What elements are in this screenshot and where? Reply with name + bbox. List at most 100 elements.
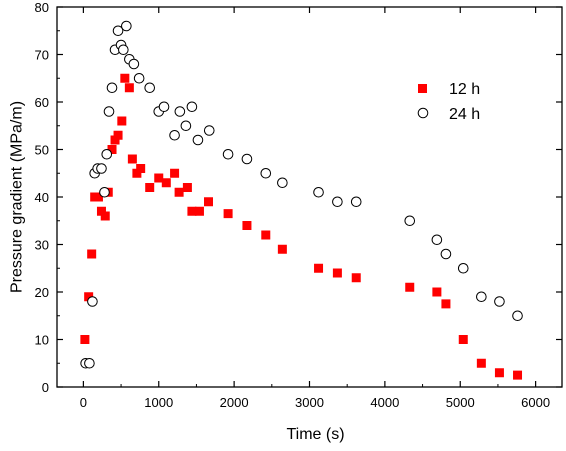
data-point-square: [100, 211, 110, 221]
data-point-square: [136, 164, 146, 173]
x-tick-label: 3000: [295, 395, 324, 410]
y-tick-label: 20: [35, 285, 49, 300]
data-point-circle: [103, 106, 115, 117]
data-series-layer: [80, 20, 523, 380]
legend-label-12h: 12 h: [449, 81, 480, 98]
y-axis-title: Pressure gradient (MPa/m): [9, 101, 26, 293]
data-point-square: [174, 187, 184, 197]
data-point-square: [314, 263, 324, 273]
data-point-circle: [158, 101, 170, 113]
data-point-square: [84, 292, 94, 302]
data-point-circle: [241, 153, 253, 165]
data-point-square: [458, 335, 468, 344]
data-point-circle: [144, 82, 156, 94]
data-point-square: [161, 178, 171, 188]
data-point-circle: [494, 296, 505, 307]
data-point-circle: [457, 262, 469, 274]
x-tick-label: 4000: [370, 395, 399, 410]
data-point-square: [513, 370, 523, 380]
data-point-circle: [332, 196, 343, 208]
series-12h: [80, 73, 523, 380]
y-tick-label: 40: [35, 190, 49, 205]
x-tick-label: 0: [80, 395, 87, 410]
data-point-circle: [260, 167, 272, 179]
data-point-square: [110, 135, 120, 145]
data-point-circle: [118, 44, 129, 56]
data-point-circle: [512, 310, 523, 322]
y-tick-label: 10: [35, 333, 49, 348]
data-point-circle: [431, 234, 443, 246]
data-point-circle: [222, 148, 234, 160]
data-point-square: [223, 209, 233, 219]
legend: 12 h 24 h: [417, 81, 480, 123]
data-point-circle: [476, 291, 487, 303]
data-point-square: [277, 244, 287, 254]
data-point-circle: [99, 186, 110, 198]
data-point-circle: [121, 20, 132, 32]
data-point-circle: [96, 163, 107, 174]
data-point-circle: [128, 58, 140, 70]
data-point-circle: [133, 72, 145, 84]
data-point-square: [96, 206, 106, 216]
data-point-square: [194, 206, 204, 216]
data-point-circle: [84, 357, 95, 369]
data-point-square: [120, 73, 130, 83]
data-point-circle: [186, 101, 198, 113]
x-axis-title: Time (s): [286, 426, 344, 443]
data-point-circle: [87, 296, 98, 307]
data-point-square: [80, 335, 90, 344]
legend-marker-24h: [417, 107, 429, 119]
x-axis-ticks: 0 1000 2000 3000 4000 5000 6000: [80, 7, 550, 410]
legend-marker-12h: [418, 84, 427, 93]
y-tick-label: 0: [42, 380, 49, 395]
x-tick-label: 2000: [220, 395, 249, 410]
y-tick-label: 70: [35, 48, 49, 63]
data-point-circle: [440, 248, 452, 260]
x-tick-label: 1000: [144, 395, 173, 410]
data-point-circle: [404, 215, 416, 227]
data-point-square: [432, 287, 442, 297]
data-point-circle: [277, 177, 288, 189]
data-point-square: [476, 358, 486, 368]
y-tick-label: 30: [35, 238, 49, 253]
data-point-square: [87, 249, 97, 259]
data-point-square: [170, 168, 180, 178]
y-tick-label: 50: [35, 143, 49, 158]
x-tick-label: 6000: [521, 395, 550, 410]
data-point-square: [154, 173, 164, 183]
data-point-square: [113, 130, 123, 140]
data-point-square: [441, 299, 451, 309]
data-point-circle: [169, 129, 180, 141]
data-point-square: [127, 154, 137, 164]
data-point-circle: [112, 25, 124, 37]
data-point-circle: [192, 134, 204, 146]
legend-label-24h: 24 h: [449, 106, 480, 123]
x-tick-label: 5000: [446, 395, 475, 410]
data-point-square: [145, 183, 155, 192]
data-point-circle: [174, 106, 186, 117]
data-point-circle: [106, 82, 118, 94]
data-point-square: [351, 273, 361, 283]
data-point-square: [187, 206, 197, 216]
data-point-square: [332, 268, 342, 278]
data-point-square: [107, 145, 117, 154]
data-point-square: [182, 183, 192, 192]
y-axis-ticks: 0 10 20 30 40 50 60 70 80: [35, 0, 562, 395]
y-tick-label: 80: [35, 0, 49, 15]
data-point-circle: [180, 120, 192, 132]
data-point-circle: [350, 196, 362, 208]
data-point-square: [494, 368, 504, 378]
data-point-square: [124, 83, 134, 93]
data-point-circle: [313, 186, 324, 198]
data-point-circle: [101, 148, 113, 160]
data-point-square: [242, 221, 252, 230]
y-tick-label: 60: [35, 95, 49, 110]
data-point-circle: [203, 125, 215, 136]
series-24h: [80, 20, 523, 369]
data-point-square: [93, 192, 103, 202]
data-point-square: [117, 116, 127, 126]
data-point-square: [261, 230, 271, 240]
data-point-square: [405, 282, 415, 292]
